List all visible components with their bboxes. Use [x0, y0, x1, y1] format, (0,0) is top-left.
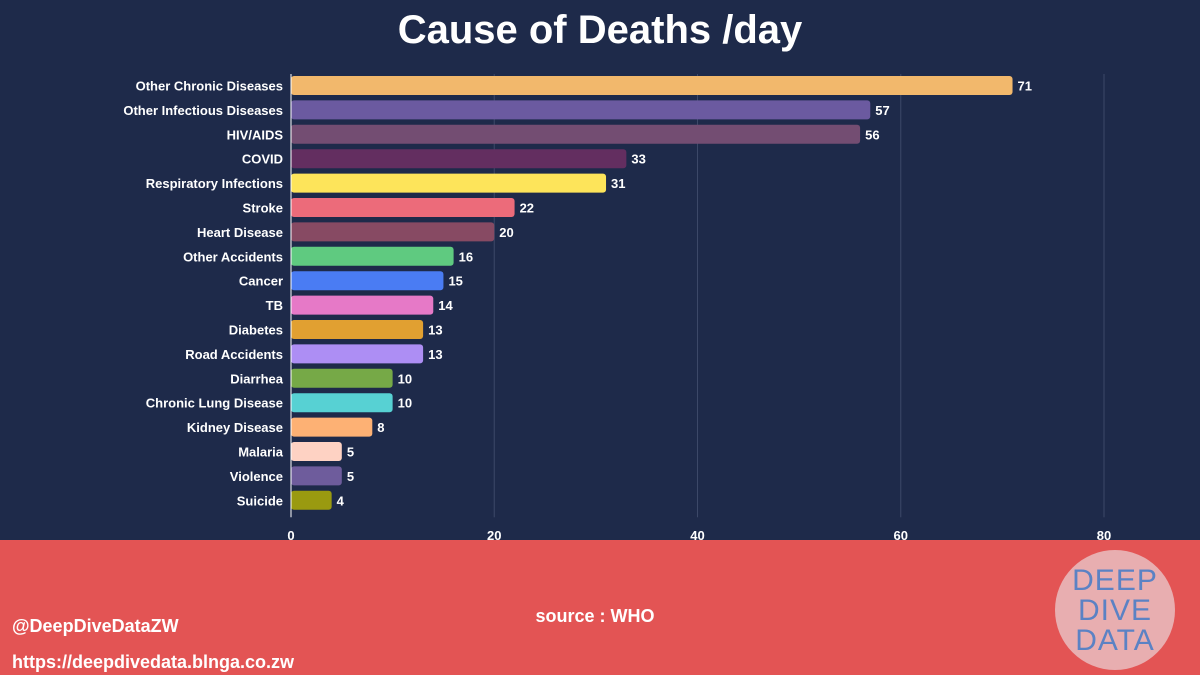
bar-road-accidents [291, 344, 424, 364]
value-label: 56 [865, 127, 879, 142]
bar-kidney-disease [291, 417, 373, 437]
value-label: 71 [1018, 79, 1032, 94]
bar-violence [291, 466, 342, 486]
x-tick-label: 0 [287, 528, 294, 540]
category-label: Other Infectious Diseases [123, 103, 283, 118]
website-url: https://deepdivedata.blnga.co.zw [12, 652, 295, 672]
bar-diarrhea [291, 368, 393, 388]
value-label: 20 [499, 225, 513, 240]
value-label: 8 [377, 420, 384, 435]
value-label: 31 [611, 176, 625, 191]
bar-stroke [291, 198, 515, 217]
source-label: source : WHO [535, 606, 655, 626]
bar-diabetes [291, 320, 424, 339]
logo-line-2: DIVE [1077, 594, 1153, 627]
chart-area: Cause of Deaths /day 0 20 40 60 80 Other Chro… [123, 8, 1112, 540]
value-label: 14 [438, 298, 453, 313]
bar-chronic-lung-disease [291, 393, 393, 413]
footer: source : WHO @DeepDiveDataZW https://dee… [0, 540, 1200, 675]
x-tick-label: 40 [690, 528, 704, 540]
value-label: 4 [337, 493, 345, 508]
value-label: 10 [398, 396, 412, 411]
category-label: Heart Disease [197, 225, 283, 240]
value-label: 33 [631, 152, 645, 167]
x-tick-label: 60 [894, 528, 908, 540]
value-label: 13 [428, 323, 442, 338]
deep-dive-data-logo: DEEP DIVE DATA [1055, 550, 1175, 670]
category-label: COVID [242, 152, 283, 167]
category-label: HIV/AIDS [227, 127, 284, 142]
value-label: 57 [875, 103, 889, 118]
bar-other-accidents [291, 246, 454, 266]
chart-title: Cause of Deaths /day [397, 8, 803, 52]
bar-chart: 0 20 40 60 80 Other Chronic Diseases 71 Other I… [123, 74, 1111, 540]
category-label: Chronic Lung Disease [146, 396, 283, 411]
value-label: 10 [398, 371, 412, 386]
value-label: 16 [459, 249, 473, 264]
category-label: Malaria [238, 445, 284, 460]
logo-line-1: DEEP [1072, 564, 1158, 597]
bar-hiv-aids [291, 124, 861, 144]
bar-tb [291, 295, 434, 315]
value-label: 5 [347, 469, 354, 484]
social-handle: @DeepDiveDataZW [12, 616, 179, 636]
category-label: Stroke [243, 201, 283, 216]
bar-suicide [291, 490, 332, 510]
bar-other-chronic-diseases [291, 76, 1013, 95]
category-label: Violence [230, 469, 283, 484]
category-label: Kidney Disease [187, 420, 283, 435]
value-label: 13 [428, 347, 442, 362]
category-label: TB [266, 298, 283, 313]
x-tick-label: 80 [1097, 528, 1111, 540]
x-tick-label: 20 [487, 528, 501, 540]
bar-heart-disease [291, 222, 495, 242]
category-label: Cancer [239, 274, 283, 289]
category-label: Diarrhea [230, 371, 284, 386]
category-label: Other Chronic Diseases [136, 79, 283, 94]
bar-cancer [291, 271, 444, 291]
bar-malaria [291, 442, 342, 461]
category-label: Suicide [237, 493, 283, 508]
value-label: 22 [520, 201, 534, 216]
category-label: Other Accidents [183, 249, 283, 264]
category-label: Road Accidents [185, 347, 283, 362]
category-label: Diabetes [229, 323, 283, 338]
value-label: 5 [347, 445, 354, 460]
bar-other-infectious-diseases [291, 100, 871, 120]
category-label: Respiratory Infections [146, 176, 283, 191]
bar-respiratory-infections [291, 173, 607, 193]
logo-line-3: DATA [1075, 624, 1155, 657]
bar-covid [291, 149, 627, 169]
value-label: 15 [448, 274, 462, 289]
